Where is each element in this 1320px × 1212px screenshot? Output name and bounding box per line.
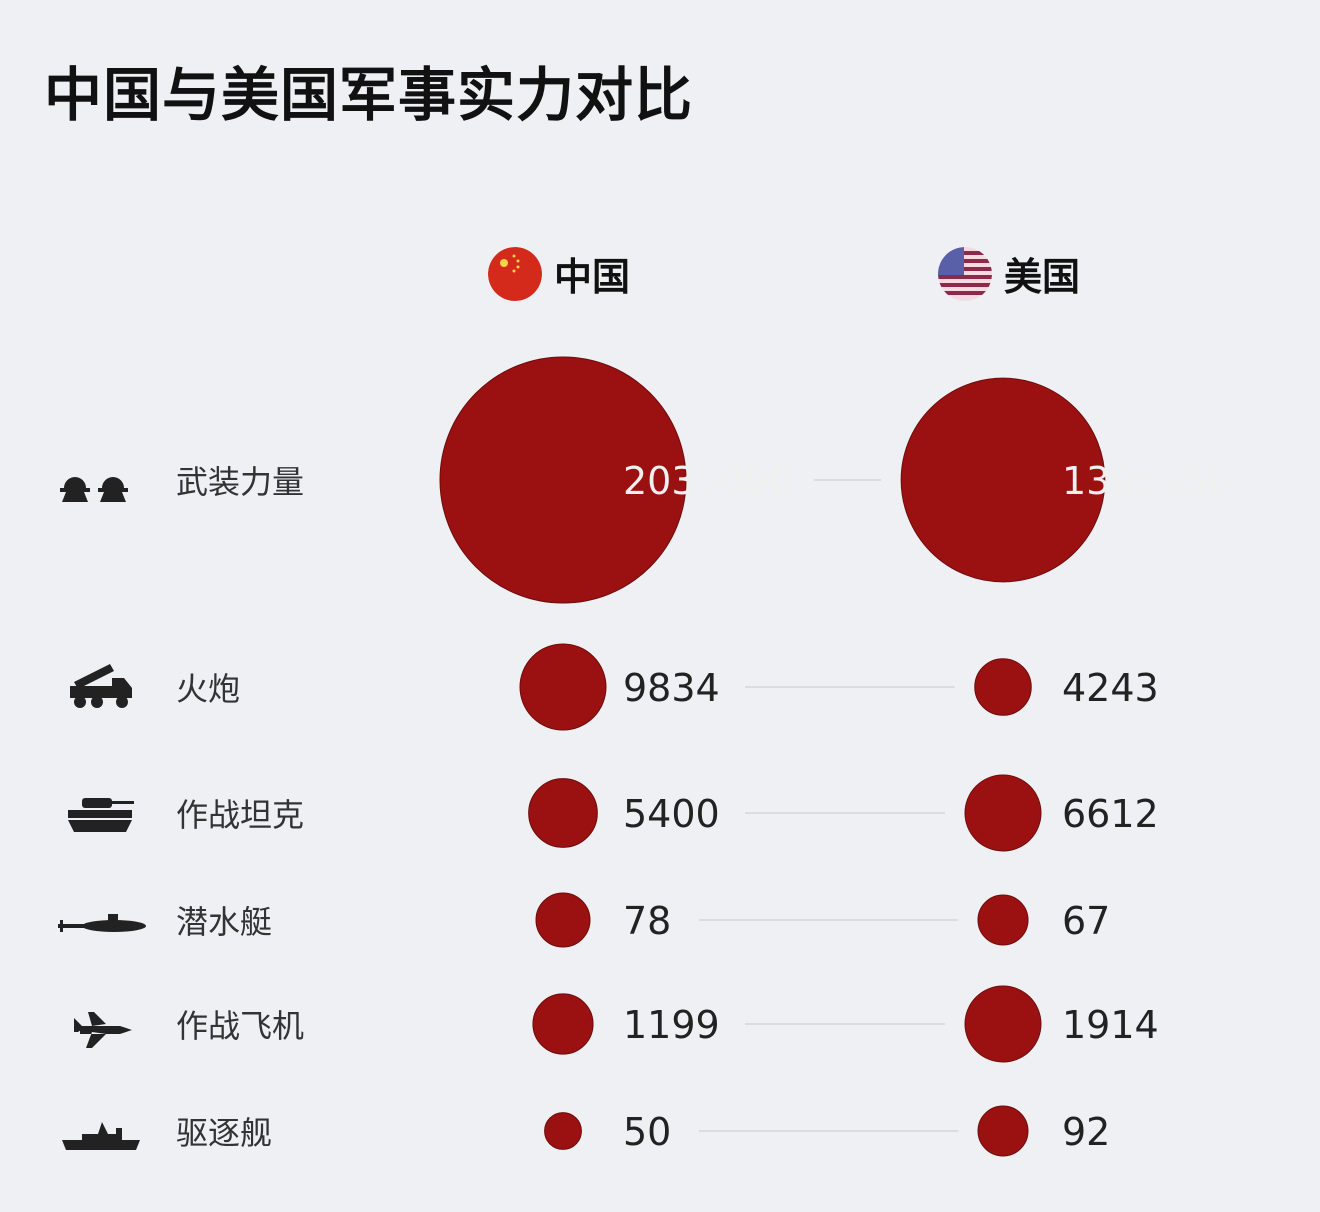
bubble-china: [439, 356, 687, 604]
rocket-artillery-icon: [70, 664, 132, 708]
destroyer-icon: [62, 1122, 140, 1150]
tank-icon: [68, 798, 134, 832]
bubble-usa: [964, 985, 1042, 1063]
legend-usa: 美国: [938, 246, 1080, 301]
legend-usa-label: 美国: [1004, 255, 1081, 299]
legend-china: 中国: [488, 246, 630, 301]
soldiers-icon: [60, 477, 128, 502]
bubble-usa: [977, 894, 1029, 946]
page-title: 中国与美国军事实力对比: [44, 61, 694, 129]
value-label-china: 9834: [623, 666, 720, 710]
bubble-usa: [900, 377, 1106, 583]
usa-flag-icon: [938, 246, 992, 301]
value-label-usa: 6612: [1062, 792, 1159, 836]
category-label: 潜水艇: [176, 903, 273, 941]
value-label-china: 2035000: [623, 459, 792, 503]
submarine-icon: [58, 914, 146, 932]
bubble-usa: [977, 1105, 1029, 1157]
category-label: 作战飞机: [176, 1007, 305, 1045]
value-label-china: 50: [623, 1110, 671, 1154]
bubble-china: [532, 993, 594, 1055]
value-label-china: 1199: [623, 1003, 720, 1047]
bubble-china: [544, 1112, 582, 1150]
china-flag-icon: [488, 246, 542, 301]
value-label-usa: 4243: [1062, 666, 1159, 710]
category-label: 火炮: [176, 670, 241, 708]
fighter-jet-icon: [74, 1012, 132, 1048]
value-label-china: 5400: [623, 792, 720, 836]
value-label-usa: 92: [1062, 1110, 1110, 1154]
bubble-china: [528, 778, 598, 848]
bubble-usa: [964, 774, 1042, 852]
bubble-china: [519, 643, 607, 731]
value-label-usa: 67: [1062, 899, 1110, 943]
value-label-usa: 1395350: [1062, 459, 1231, 503]
category-label: 驱逐舰: [176, 1114, 273, 1152]
value-label-china: 78: [623, 899, 671, 943]
bubble-china: [535, 892, 591, 948]
category-label: 作战坦克: [176, 796, 305, 834]
legend-china-label: 中国: [554, 255, 631, 299]
bubble-usa: [974, 658, 1032, 716]
category-label: 武装力量: [176, 463, 305, 501]
value-label-usa: 1914: [1062, 1003, 1159, 1047]
